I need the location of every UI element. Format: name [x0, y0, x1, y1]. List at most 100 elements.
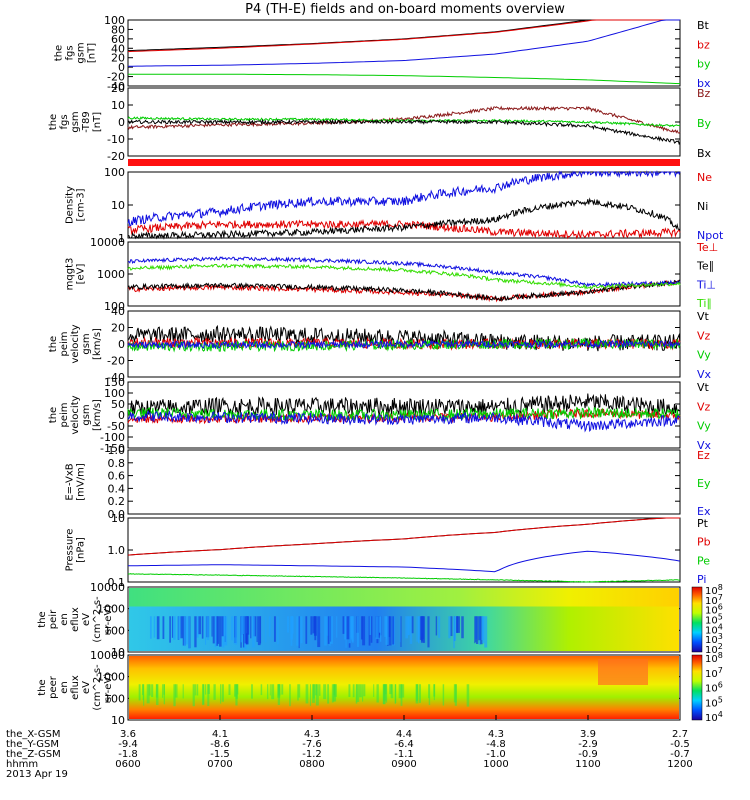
ytick-label: 1.0: [108, 444, 126, 457]
ion-spectrogram-streak: [407, 616, 410, 636]
legend-item: by: [697, 58, 711, 71]
legend-item: Ex: [697, 505, 711, 518]
ylabel-line: en: [59, 613, 70, 626]
xaxis-value: 2.7: [672, 729, 688, 740]
ion-spectrogram-streak: [205, 616, 207, 645]
ylabel-line: gsm: [81, 404, 92, 425]
xaxis-value: -1.1: [394, 749, 414, 760]
xaxis-value: -2.9: [578, 739, 598, 750]
ytick-label: 10: [111, 714, 125, 727]
ion-spectrogram-streak: [360, 616, 363, 640]
ytick-label: 1000: [97, 603, 125, 616]
electron-spectrogram-streak: [312, 684, 315, 699]
xaxis-value: 4.3: [488, 729, 504, 740]
ion-spectrogram-streak: [405, 616, 409, 639]
ytick-label: 100: [104, 387, 125, 400]
legend-item: Vy: [697, 349, 711, 362]
ion-spectrogram-streak: [185, 616, 188, 645]
electron-spectrogram-streak: [297, 684, 299, 701]
electron-spectrogram-streak: [207, 684, 210, 707]
electron-spectrogram-streak: [207, 684, 210, 695]
ytick-label: -100: [100, 431, 125, 444]
ion-spectrogram-streak: [259, 616, 262, 644]
ylabel-line: (cm^2-s-: [92, 596, 103, 643]
ion-spectrogram-streak: [368, 616, 371, 646]
ion-spectrogram-streak: [392, 616, 395, 645]
electron-spectrogram-streak: [352, 684, 355, 698]
xaxis-value: 1100: [575, 759, 600, 770]
ion-spectrogram-streak: [329, 616, 331, 647]
ion-spectrogram-streak: [242, 616, 245, 648]
xaxis-value: 0600: [115, 759, 140, 770]
ytick-label: 0: [118, 409, 125, 422]
electron-spectrogram-streak: [289, 684, 291, 707]
panel-frame-efield: [127, 449, 681, 515]
ytick-label: -150: [100, 442, 125, 455]
legend-item: By: [697, 117, 712, 130]
electron-spectrogram-streak: [389, 684, 393, 695]
ion-spectrogram-streak: [206, 616, 210, 641]
ytick-label: 50: [111, 398, 125, 411]
ion-spectrogram-streak: [257, 616, 261, 646]
series-peim_velocity_2-Vx: [127, 410, 681, 433]
xaxis-value: -9.4: [118, 739, 138, 750]
ylabel-line: [nPa]: [76, 537, 87, 563]
ion-spectrogram-streak: [362, 616, 366, 646]
xaxis-value: -1.2: [302, 749, 322, 760]
ion-spectrogram-streak: [317, 616, 321, 648]
legend-item: Vy: [697, 420, 711, 433]
electron-spectrogram-streak: [142, 684, 144, 696]
ion-spectrogram-streak: [388, 616, 391, 638]
ion-spectrogram-streak: [188, 616, 190, 649]
ylabel-line: peer: [48, 675, 59, 699]
ion-spectrogram-streak: [290, 616, 294, 640]
ylabel-pressure: Pressure [nPa]: [65, 529, 87, 572]
ylabel-line: peir: [48, 609, 59, 629]
colorbar-tick: 107: [705, 666, 723, 680]
xaxis-value: -8.6: [210, 739, 230, 750]
electron-spectrogram-streak: [163, 684, 165, 695]
electron-spectrogram-streak: [271, 684, 275, 700]
legend-item: Vt: [697, 381, 710, 394]
electron-spectrogram-streak: [277, 684, 281, 698]
ion-spectrogram-streak: [201, 616, 204, 639]
ion-spectrogram-streak: [411, 616, 414, 634]
ion-spectrogram-streak: [223, 616, 226, 636]
electron-spectrogram-streak: [298, 684, 301, 698]
ytick-label: 10000: [90, 649, 125, 662]
ytick-label: 0.6: [108, 470, 126, 483]
ylabel-line: eV: [81, 613, 92, 626]
ylabel-efield: E=-VxB [mV/m]: [65, 463, 87, 501]
legend-item: Pi: [697, 573, 706, 586]
ytick-label: 10: [111, 99, 125, 112]
ylabel-line: [nT]: [87, 43, 98, 63]
electron-spectrogram-streak: [418, 684, 421, 703]
series-density-Ni: [127, 197, 681, 240]
colorbar-tick: 103: [705, 632, 723, 646]
electron-spectrogram-streak: [162, 684, 164, 698]
ytick-label: -20: [107, 355, 125, 368]
ion-spectrogram-streak: [265, 616, 267, 643]
electron-spectrogram-streak: [182, 684, 184, 699]
ytick-label: 100: [104, 692, 125, 705]
electron-spectrogram-streak: [233, 684, 237, 697]
ylabel-line: fgs: [65, 45, 76, 60]
electron-spectrogram-streak: [151, 684, 154, 697]
electron-spectrogram-streak: [383, 684, 386, 705]
ion-spectrogram-streak: [453, 616, 456, 641]
ion-spectrogram-streak: [300, 616, 303, 644]
ytick-label: 1000: [97, 268, 125, 281]
legend-item: Npot: [697, 229, 724, 242]
ylabel-line: Pressure: [65, 529, 76, 572]
series-peim_velocity_1-Vx: [127, 338, 680, 350]
ylabel-line: E=-VxB: [65, 463, 76, 500]
colorbar-tick: 107: [705, 593, 723, 607]
ion-spectrogram-streak: [178, 616, 181, 640]
legend-item: Ez: [697, 449, 710, 462]
electron-spectrogram-streak: [442, 684, 445, 706]
colorbar-tick: 105: [705, 695, 723, 709]
ylabel-line: velocity: [70, 395, 81, 434]
electron-spectrogram-streak: [281, 684, 284, 695]
ion-spectrogram-streak: [221, 616, 224, 637]
xaxis-value: -7.6: [302, 739, 322, 750]
